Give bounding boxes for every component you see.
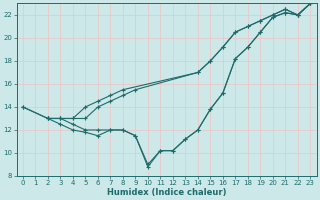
X-axis label: Humidex (Indice chaleur): Humidex (Indice chaleur) — [107, 188, 226, 197]
